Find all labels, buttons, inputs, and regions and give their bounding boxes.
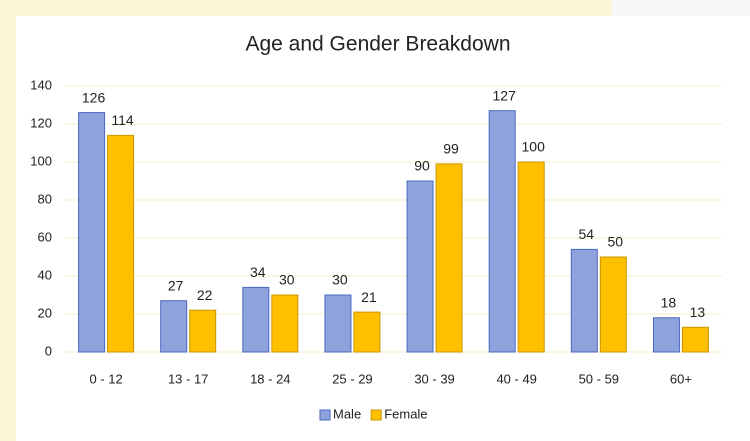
x-tick-label: 50 - 59 <box>579 371 619 386</box>
data-label: 54 <box>579 226 595 242</box>
data-label: 126 <box>82 89 106 105</box>
x-tick-label: 40 - 49 <box>496 371 536 386</box>
x-tick-label: 13 - 17 <box>168 371 208 386</box>
data-label: 34 <box>250 264 266 280</box>
data-label: 18 <box>661 295 677 311</box>
legend-swatch <box>319 409 331 421</box>
bar <box>78 112 106 353</box>
y-tick-label: 40 <box>38 267 52 282</box>
x-tick-label: 25 - 29 <box>332 371 372 386</box>
data-label: 90 <box>414 158 430 174</box>
data-label: 114 <box>111 112 134 128</box>
bar <box>406 180 434 353</box>
bar <box>652 317 680 353</box>
y-tick-label: 0 <box>45 343 52 358</box>
x-tick-label: 60+ <box>670 371 692 386</box>
data-label: 13 <box>690 304 706 320</box>
bar <box>570 248 598 353</box>
chart-background <box>16 16 750 441</box>
bar <box>353 311 381 353</box>
y-tick-label: 120 <box>30 115 52 130</box>
bar <box>435 163 463 353</box>
bar <box>681 326 709 353</box>
legend-label: Male <box>333 406 361 421</box>
data-label: 21 <box>361 289 377 305</box>
data-label: 50 <box>608 234 624 250</box>
y-tick-label: 80 <box>38 191 52 206</box>
bar <box>324 294 352 353</box>
bar <box>517 161 545 353</box>
data-label: 100 <box>522 139 546 155</box>
y-tick-label: 100 <box>30 153 52 168</box>
bar <box>242 286 270 353</box>
data-label: 27 <box>168 277 184 293</box>
legend-swatch <box>370 409 382 421</box>
x-tick-label: 0 - 12 <box>89 371 122 386</box>
y-tick-label: 140 <box>30 77 52 92</box>
bar <box>599 256 627 353</box>
legend-label: Female <box>384 406 427 421</box>
data-label: 22 <box>197 287 213 303</box>
y-tick-label: 20 <box>38 305 52 320</box>
data-label: 30 <box>332 272 348 288</box>
chart-title: Age and Gender Breakdown <box>245 33 510 56</box>
bar <box>189 309 217 353</box>
data-label: 99 <box>443 141 459 157</box>
bar <box>488 110 516 353</box>
bar <box>107 134 135 353</box>
bar <box>160 300 188 353</box>
bar <box>271 294 299 353</box>
data-label: 127 <box>493 87 517 103</box>
y-tick-label: 60 <box>38 229 52 244</box>
data-label: 30 <box>279 272 295 288</box>
x-tick-label: 18 - 24 <box>250 371 290 386</box>
x-tick-label: 30 - 39 <box>414 371 454 386</box>
